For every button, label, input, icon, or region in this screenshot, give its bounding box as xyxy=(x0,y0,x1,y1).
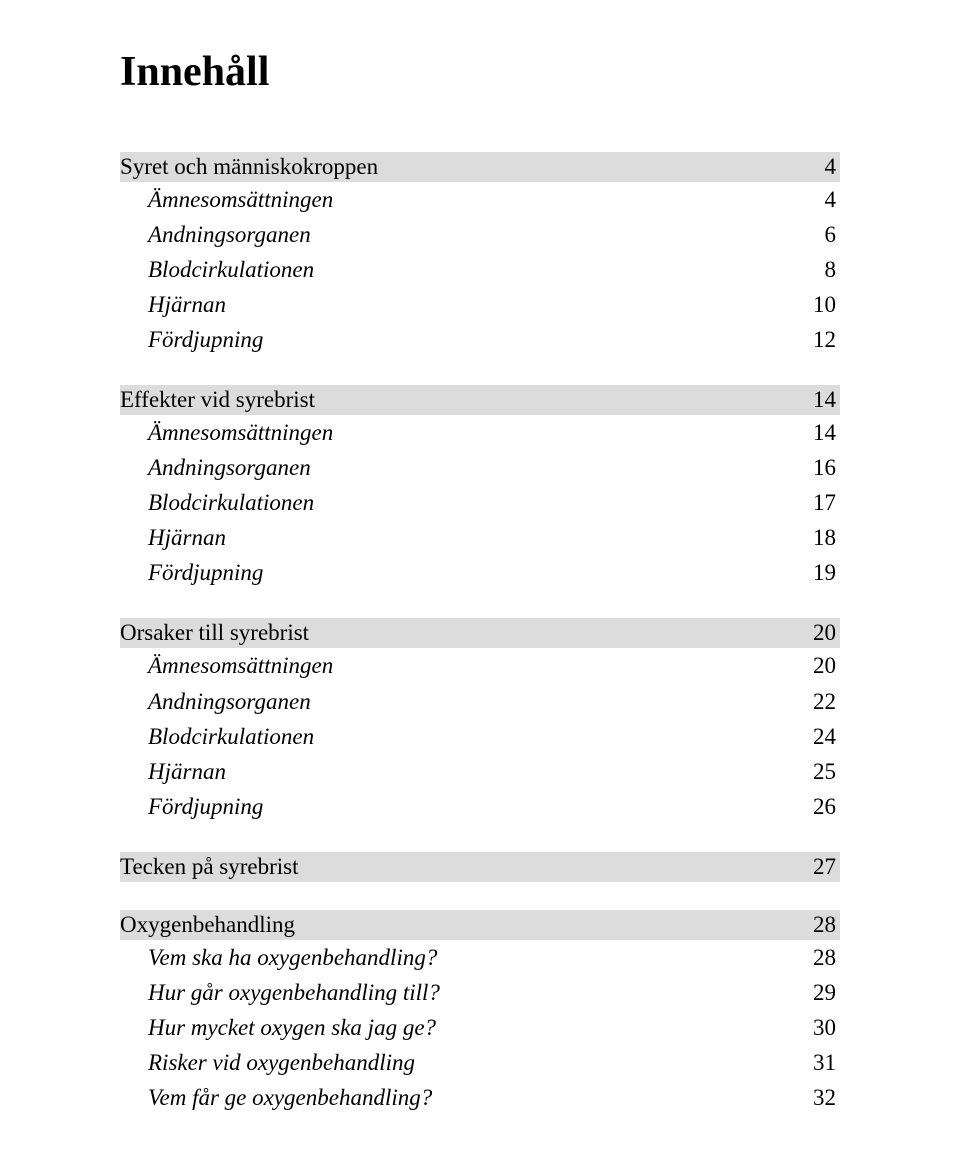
toc-sub-row: Vem får ge oxygenbehandling? 32 xyxy=(120,1080,840,1115)
toc-sub-page: 32 xyxy=(796,1082,836,1113)
toc-sub-label: Vem får ge oxygenbehandling? xyxy=(148,1082,432,1113)
toc-sub-page: 17 xyxy=(796,487,836,518)
toc-sub-row: Andningsorganen 6 xyxy=(120,217,840,252)
toc-sub-label: Andningsorganen xyxy=(148,452,311,483)
toc-sub-label: Hur mycket oxygen ska jag ge? xyxy=(148,1012,436,1043)
toc-sub-row: Hjärnan 25 xyxy=(120,754,840,789)
toc-sub-row: Fördjupning 12 xyxy=(120,322,840,357)
toc-section-page: 20 xyxy=(796,620,836,646)
toc-sub-page: 8 xyxy=(796,254,836,285)
toc-sub-label: Ämnesomsättningen xyxy=(148,184,333,215)
toc-sub-page: 24 xyxy=(796,721,836,752)
toc-sub-row: Ämnesomsättningen 4 xyxy=(120,182,840,217)
toc-sub-page: 16 xyxy=(796,452,836,483)
toc-section-head: Effekter vid syrebrist 14 xyxy=(120,385,840,415)
toc-sub-page: 25 xyxy=(796,756,836,787)
toc-section-label: Oxygenbehandling xyxy=(120,912,295,938)
toc-sub-row: Fördjupning 19 xyxy=(120,555,840,590)
toc-sub-row: Blodcirkulationen 8 xyxy=(120,252,840,287)
toc-sub-row: Hjärnan 18 xyxy=(120,520,840,555)
toc-page: Innehåll Syret och människokroppen4Ämnes… xyxy=(0,0,960,1175)
toc-section-label: Effekter vid syrebrist xyxy=(120,387,315,413)
toc-sub-page: 28 xyxy=(796,942,836,973)
toc-sub-page: 31 xyxy=(796,1047,836,1078)
toc-section-page: 27 xyxy=(796,854,836,880)
page-title: Innehåll xyxy=(120,48,840,96)
toc-sub-row: Hur går oxygenbehandling till? 29 xyxy=(120,975,840,1010)
toc-sub-label: Blodcirkulationen xyxy=(148,254,314,285)
toc-sub-label: Risker vid oxygenbehandling xyxy=(148,1047,415,1078)
toc-section-label: Syret och människokroppen xyxy=(120,154,378,180)
toc-sub-row: Ämnesomsättningen 14 xyxy=(120,415,840,450)
toc-sub-page: 6 xyxy=(796,219,836,250)
toc-sub-page: 30 xyxy=(796,1012,836,1043)
toc-section-page: 4 xyxy=(796,154,836,180)
toc-sub-row: Hjärnan 10 xyxy=(120,287,840,322)
toc-sub-label: Fördjupning xyxy=(148,557,263,588)
toc-sub-row: Andningsorganen 16 xyxy=(120,450,840,485)
toc-section-head: Syret och människokroppen 4 xyxy=(120,152,840,182)
toc-sub-row: Ämnesomsättningen 20 xyxy=(120,648,840,683)
toc-sub-label: Hur går oxygenbehandling till? xyxy=(148,977,440,1008)
toc-sub-label: Ämnesomsättningen xyxy=(148,417,333,448)
toc-sub-page: 4 xyxy=(796,184,836,215)
toc-sub-page: 18 xyxy=(796,522,836,553)
toc-sub-page: 26 xyxy=(796,791,836,822)
toc-section-head: Orsaker till syrebrist 20 xyxy=(120,618,840,648)
toc-section-head: Tecken på syrebrist 27 xyxy=(120,852,840,882)
toc-sub-label: Fördjupning xyxy=(148,791,263,822)
toc-section-label: Tecken på syrebrist xyxy=(120,854,299,880)
toc-sub-label: Hjärnan xyxy=(148,289,226,320)
toc-sub-page: 14 xyxy=(796,417,836,448)
toc-sub-page: 20 xyxy=(796,650,836,681)
toc-section-head: Oxygenbehandling 28 xyxy=(120,910,840,940)
toc-sub-row: Vem ska ha oxygenbehandling? 28 xyxy=(120,940,840,975)
toc-sub-label: Hjärnan xyxy=(148,756,226,787)
toc-section-page: 14 xyxy=(796,387,836,413)
toc-list: Syret och människokroppen4Ämnesomsättnin… xyxy=(120,152,840,1115)
toc-sub-page: 12 xyxy=(796,324,836,355)
toc-sub-page: 19 xyxy=(796,557,836,588)
toc-sub-row: Hur mycket oxygen ska jag ge? 30 xyxy=(120,1010,840,1045)
toc-sub-label: Andningsorganen xyxy=(148,219,311,250)
toc-sub-row: Fördjupning 26 xyxy=(120,789,840,824)
toc-sub-page: 29 xyxy=(796,977,836,1008)
toc-sub-label: Andningsorganen xyxy=(148,686,311,717)
toc-sub-label: Ämnesomsättningen xyxy=(148,650,333,681)
toc-sub-label: Vem ska ha oxygenbehandling? xyxy=(148,942,437,973)
toc-section-page: 28 xyxy=(796,912,836,938)
toc-sub-row: Risker vid oxygenbehandling 31 xyxy=(120,1045,840,1080)
toc-sub-page: 10 xyxy=(796,289,836,320)
toc-sub-label: Blodcirkulationen xyxy=(148,487,314,518)
toc-sub-label: Blodcirkulationen xyxy=(148,721,314,752)
toc-sub-row: Blodcirkulationen 17 xyxy=(120,485,840,520)
toc-section-label: Orsaker till syrebrist xyxy=(120,620,309,646)
toc-sub-label: Hjärnan xyxy=(148,522,226,553)
toc-sub-row: Andningsorganen 22 xyxy=(120,684,840,719)
toc-sub-label: Fördjupning xyxy=(148,324,263,355)
toc-sub-page: 22 xyxy=(796,686,836,717)
toc-sub-row: Blodcirkulationen 24 xyxy=(120,719,840,754)
